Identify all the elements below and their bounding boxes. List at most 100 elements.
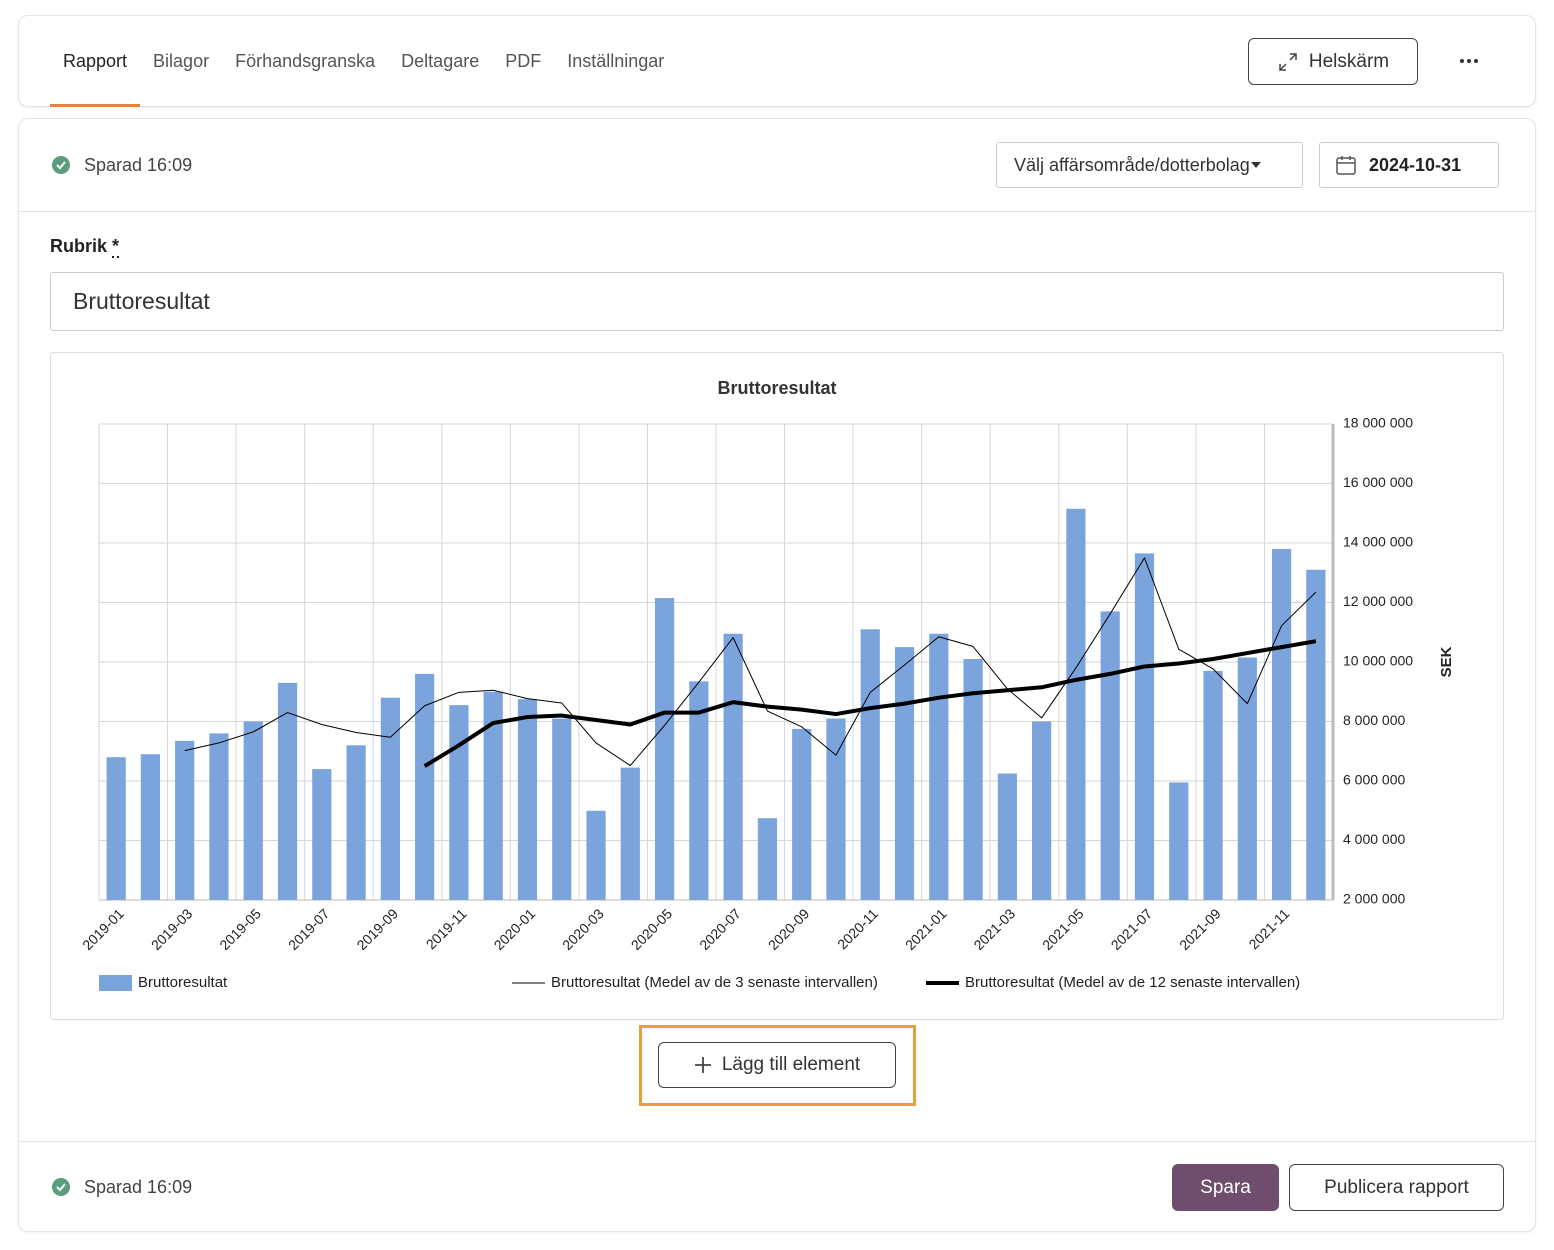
- bar: [826, 718, 846, 900]
- tab[interactable]: Förhandsgranska: [235, 51, 376, 71]
- chart-title: Bruttoresultat: [717, 378, 836, 398]
- x-tick-label: 2019-01: [79, 905, 127, 953]
- fullscreen-button[interactable]: Helskärm: [1248, 38, 1418, 85]
- x-tick-label: 2021-05: [1039, 905, 1087, 953]
- tab[interactable]: PDF: [505, 51, 542, 71]
- x-tick-label: 2020-11: [834, 905, 881, 952]
- bar: [894, 647, 915, 900]
- y-tick-label: 14 000 000: [1343, 534, 1413, 550]
- field-label-text: Rubrik: [50, 236, 108, 256]
- check-icon: [52, 1178, 70, 1196]
- bar: [1203, 670, 1223, 900]
- publish-label: Publicera rapport: [1324, 1176, 1469, 1198]
- divider: [19, 1141, 1535, 1142]
- x-tick-label: 2019-07: [285, 905, 333, 953]
- plus-icon: [694, 1057, 711, 1073]
- status-text: Sparad 16:09: [84, 154, 193, 175]
- x-tick-label: 2019-11: [423, 905, 470, 952]
- legend-swatch: [99, 975, 132, 991]
- add-element-label: Lägg till element: [721, 1054, 861, 1075]
- bar: [654, 598, 675, 900]
- add-element-button[interactable]: Lägg till element: [658, 1042, 896, 1088]
- x-tick-label: 2019-05: [216, 905, 264, 953]
- expand-icon: [1279, 52, 1297, 71]
- bar: [997, 773, 1017, 900]
- calendar-icon: [1336, 156, 1356, 175]
- segment-select[interactable]: Välj affärsområde/dotterbolag: [996, 142, 1303, 188]
- publish-button[interactable]: Publicera rapport: [1289, 1164, 1504, 1211]
- tab[interactable]: Bilagor: [153, 51, 210, 71]
- bar: [346, 745, 366, 900]
- x-tick-label: 2020-07: [696, 905, 744, 953]
- tab[interactable]: Rapport: [50, 18, 141, 107]
- line: [184, 557, 1317, 767]
- divider: [19, 211, 1535, 212]
- bar: [175, 740, 195, 900]
- bar: [1134, 553, 1155, 900]
- caret: [1250, 162, 1261, 168]
- y-tick-label: 2 000 000: [1343, 891, 1405, 907]
- bar: [209, 733, 229, 900]
- save-status: Sparad 16:09: [51, 1175, 192, 1199]
- more-menu[interactable]: [1458, 55, 1480, 67]
- bar: [106, 757, 126, 900]
- date-value: 2024-10-31: [1369, 154, 1462, 175]
- bar: [415, 673, 435, 900]
- x-tick-label: 2021-11: [1245, 905, 1292, 952]
- x-tick-label: 2019-09: [353, 905, 401, 953]
- x-tick-label: 2021-07: [1108, 905, 1156, 953]
- bar: [243, 721, 263, 900]
- bar: [860, 629, 880, 900]
- x-tick-label: 2020-09: [765, 905, 813, 953]
- x-tick-label: 2021-01: [902, 905, 950, 953]
- date-picker[interactable]: 2024-10-31: [1319, 142, 1499, 188]
- bar: [723, 633, 743, 900]
- tab[interactable]: Deltagare: [401, 51, 480, 71]
- x-tick-label: 2021-03: [970, 905, 1018, 953]
- save-label: Spara: [1200, 1176, 1251, 1198]
- bar: [483, 691, 503, 900]
- bar: [689, 681, 709, 900]
- bar: [1032, 721, 1052, 900]
- bar: [1100, 611, 1120, 900]
- bar: [929, 633, 949, 900]
- line: [423, 639, 1317, 768]
- save-button[interactable]: Spara: [1172, 1164, 1279, 1211]
- bar: [312, 769, 332, 900]
- chart-container: [50, 352, 1504, 1020]
- y-tick-label: 4 000 000: [1343, 831, 1405, 847]
- fullscreen-label: Helskärm: [1308, 50, 1390, 72]
- legend-label: Bruttoresultat (Medel av de 12 senaste i…: [965, 974, 1300, 991]
- y-tick-label: 6 000 000: [1343, 772, 1405, 788]
- tab[interactable]: Inställningar: [567, 51, 665, 71]
- bar: [449, 705, 469, 900]
- status-text: Sparad 16:09: [84, 1176, 193, 1197]
- bar: [1271, 548, 1292, 900]
- bar: [517, 699, 538, 900]
- bar: [140, 754, 161, 900]
- field-label: Rubrik *: [50, 236, 120, 258]
- required-mark: *: [112, 236, 120, 258]
- legend-label: Bruttoresultat: [138, 974, 228, 991]
- bar: [380, 697, 400, 900]
- chart: Bruttoresultat 2 000 000 4 000 000 6 000 0…: [79, 378, 1455, 991]
- bar: [552, 718, 572, 900]
- legend-label: Bruttoresultat (Medel av de 3 senaste in…: [551, 974, 878, 991]
- bar: [277, 682, 298, 900]
- y-tick-label: 16 000 000: [1343, 474, 1413, 490]
- x-tick-label: 2019-03: [148, 905, 196, 953]
- check-icon: [52, 156, 70, 174]
- bar: [1066, 508, 1086, 900]
- bar: [1169, 782, 1189, 900]
- y-tick-label: 10 000 000: [1343, 653, 1413, 669]
- title-input[interactable]: Bruttoresultat: [50, 272, 1504, 331]
- bar: [1306, 569, 1326, 900]
- y-tick-label: 12 000 000: [1343, 593, 1413, 609]
- x-tick-label: 2020-01: [491, 905, 539, 953]
- select-label: Välj affärsområde/dotterbolag: [1014, 154, 1250, 175]
- highlight-frame: [639, 1025, 916, 1106]
- bar: [757, 818, 778, 900]
- y-tick-label: 18 000 000: [1343, 415, 1413, 431]
- tab-list: Rapport Bilagor Förhandsgranska Deltagare PD…: [50, 18, 677, 107]
- bar: [963, 659, 983, 900]
